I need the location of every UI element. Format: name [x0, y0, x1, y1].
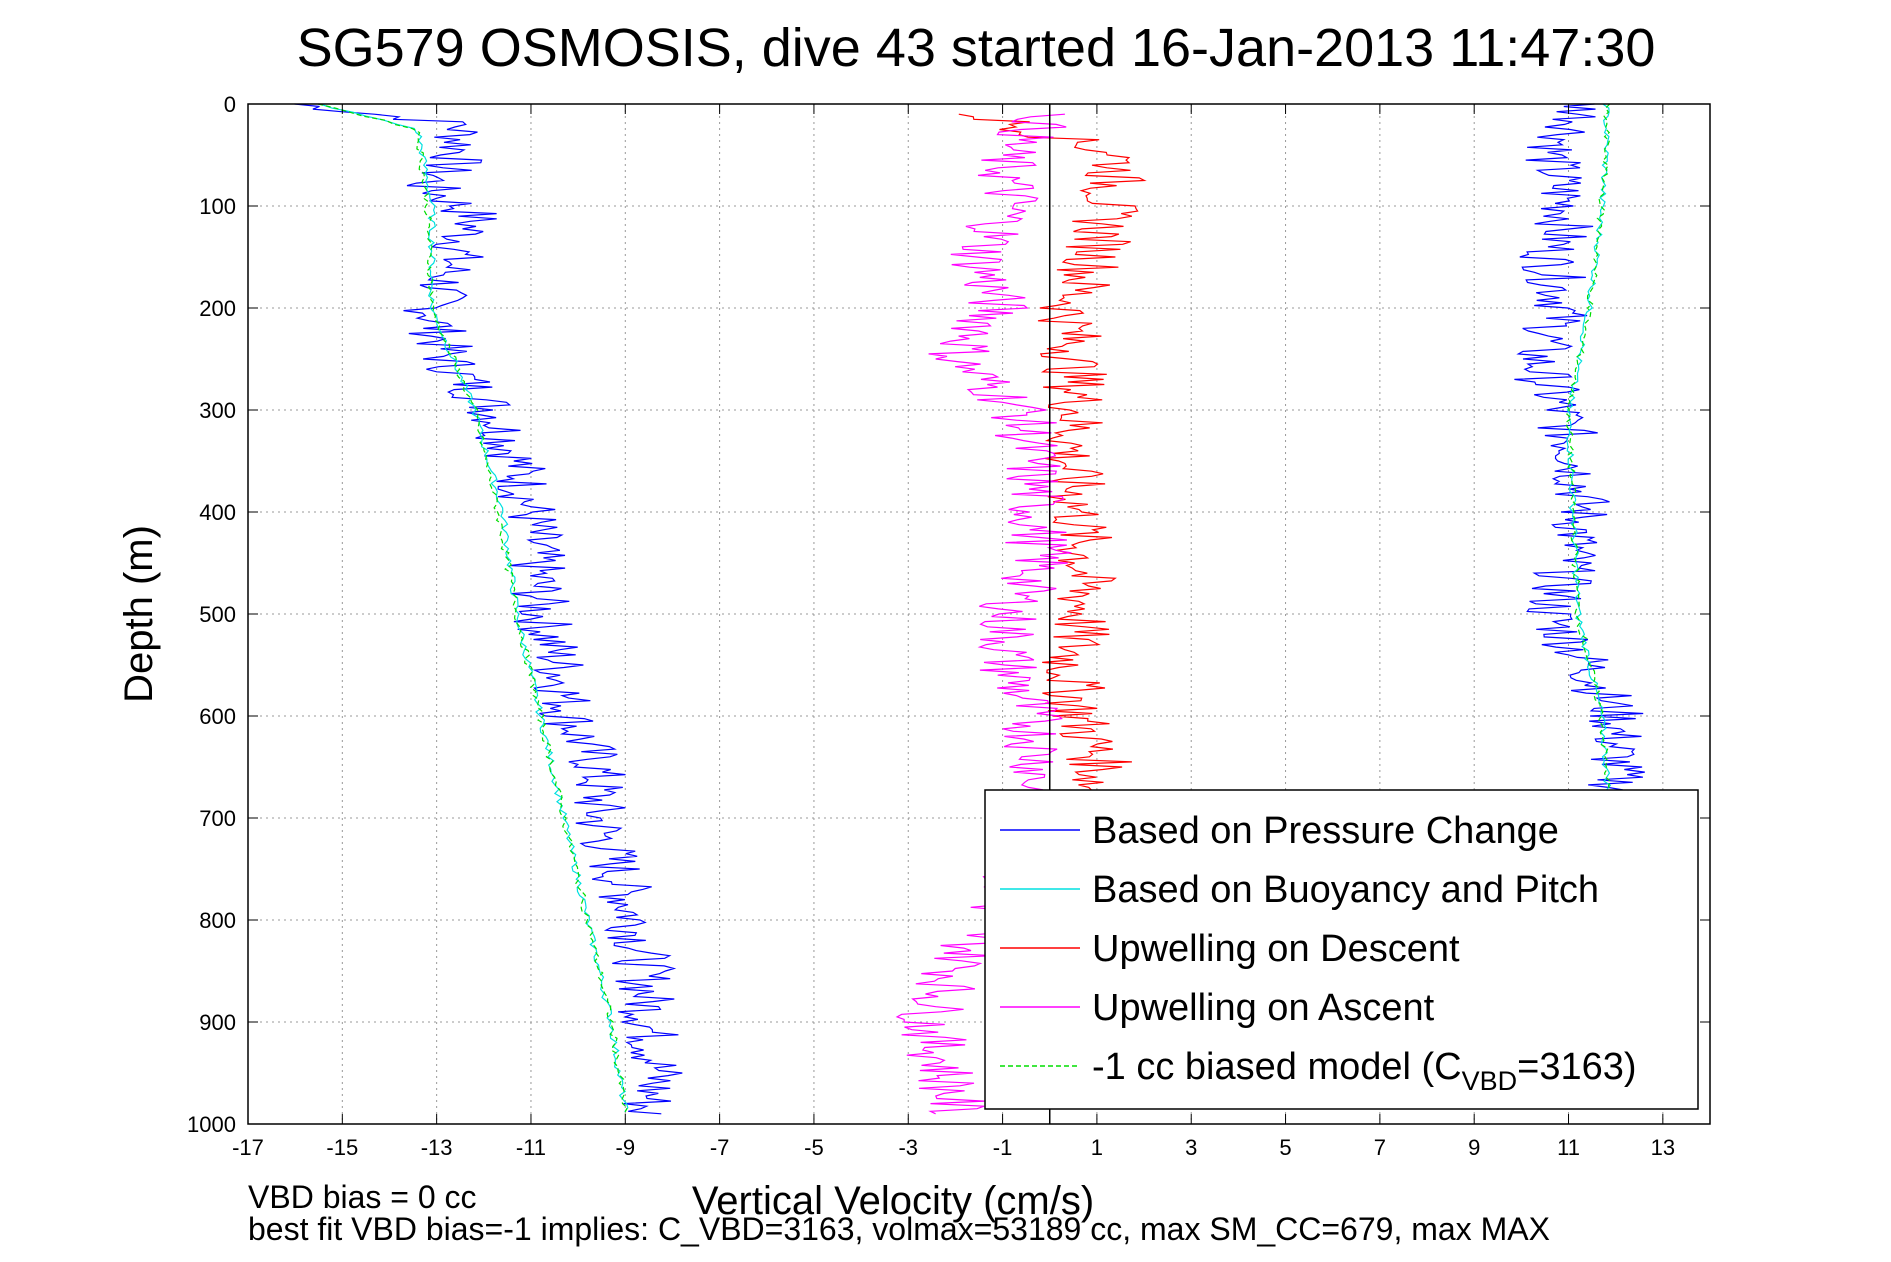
legend-label: Based on Pressure Change — [1092, 810, 1559, 852]
series-buoyancy_pitch_descent — [319, 103, 629, 1113]
x-tick-label: 9 — [1468, 1135, 1480, 1160]
series-upwelling_descent — [958, 113, 1147, 819]
y-tick-label: 400 — [199, 500, 236, 525]
y-axis-label: Depth (m) — [117, 525, 161, 703]
y-tick-label: 700 — [199, 806, 236, 831]
x-ticks: -17 -15 -13 -11 -9 -7 -5 -3 -1 1 3 5 7 9 11 13 — [232, 104, 1675, 1160]
legend-label: -1 cc biased model (CVBD=3163) — [1092, 1046, 1637, 1096]
x-tick-label: -1 — [993, 1135, 1013, 1160]
y-tick-label: 900 — [199, 1010, 236, 1035]
series-biased_model_ascent — [1565, 103, 1613, 819]
legend: Based on Pressure Change Based on Buoyanc… — [984, 789, 1699, 1110]
y-tick-label: 600 — [199, 704, 236, 729]
y-tick-label: 800 — [199, 908, 236, 933]
series-layer — [294, 103, 1645, 1115]
chart-title: SG579 OSMOSIS, dive 43 started 16-Jan-20… — [297, 18, 1656, 78]
series-upwelling_ascent — [895, 113, 1072, 1115]
legend-box — [984, 789, 1699, 1110]
y-tick-label: 200 — [199, 296, 236, 321]
legend-label: Upwelling on Ascent — [1092, 987, 1435, 1029]
y-ticks: 0 100 200 300 400 500 600 700 800 900 1000 — [187, 92, 1710, 1137]
x-tick-label: -13 — [421, 1135, 453, 1160]
x-tick-label: 13 — [1651, 1135, 1675, 1160]
x-tick-label: 11 — [1557, 1135, 1580, 1160]
y-tick-label: 100 — [199, 194, 236, 219]
vbd-bias-note: VBD bias = 0 cc — [248, 1179, 477, 1215]
x-tick-label: -11 — [516, 1135, 546, 1160]
x-tick-label: 5 — [1279, 1135, 1291, 1160]
x-tick-label: -17 — [232, 1135, 264, 1160]
legend-label: Upwelling on Descent — [1092, 928, 1460, 970]
legend-label: Based on Buoyancy and Pitch — [1092, 869, 1599, 911]
x-axis-label: Vertical Velocity (cm/s) — [692, 1179, 1094, 1223]
y-tick-label: 0 — [224, 92, 236, 117]
series-pressure_ascent — [1514, 103, 1645, 819]
series-buoyancy_pitch_ascent — [1566, 103, 1615, 819]
x-tick-label: -9 — [616, 1135, 636, 1160]
y-tick-label: 500 — [199, 602, 236, 627]
y-tick-label: 300 — [199, 398, 236, 423]
x-tick-label: 7 — [1374, 1135, 1386, 1160]
best-fit-note: best fit VBD bias=-1 implies: C_VBD=3163… — [248, 1211, 1550, 1247]
x-tick-label: 1 — [1091, 1135, 1103, 1160]
x-tick-label: -5 — [804, 1135, 824, 1160]
x-tick-label: -7 — [710, 1135, 730, 1160]
x-tick-label: 3 — [1185, 1135, 1197, 1160]
x-tick-label: -15 — [326, 1135, 358, 1160]
y-tick-label: 1000 — [187, 1112, 236, 1137]
series-pressure_descent — [294, 103, 683, 1115]
x-tick-label: -3 — [898, 1135, 918, 1160]
